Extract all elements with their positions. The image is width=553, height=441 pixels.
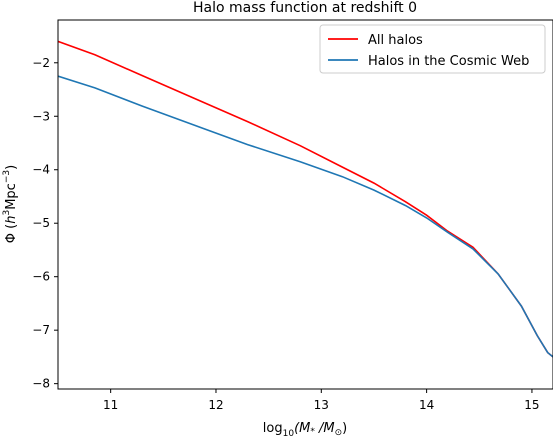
y-tick-label: −6 [32,270,50,284]
legend: All halos Halos in the Cosmic Web [319,24,546,74]
x-tick-label: 14 [419,398,434,412]
x-tick-label: 11 [103,398,118,412]
series-lines [58,40,553,358]
plot-frame [57,19,553,390]
y-tick-label: −7 [32,323,50,337]
y-tick-label: −8 [32,377,50,391]
y-tick-label: −3 [32,109,50,123]
legend-label-cosmic-web: Halos in the Cosmic Web [368,54,529,69]
x-tick-label: 12 [208,398,223,412]
x-axis-ticks: 11 12 13 14 15 [103,389,540,412]
chart-title: Halo mass function at redshift 0 [193,0,417,16]
legend-box [319,24,546,74]
y-axis-ticks: −2 −3 −4 −5 −6 −7 −8 [32,56,58,391]
y-axis-label: Φ (h3Mpc−3) [2,165,19,243]
series-line-1 [58,75,553,358]
x-tick-label: 13 [314,398,329,412]
y-tick-label: −2 [32,56,50,70]
y-tick-label: −5 [32,216,50,230]
y-tick-label: −4 [32,163,50,177]
x-axis-label: log10(M* /M⊙) [263,421,347,437]
legend-label-all-halos: All halos [368,33,423,48]
x-tick-label: 15 [524,398,539,412]
